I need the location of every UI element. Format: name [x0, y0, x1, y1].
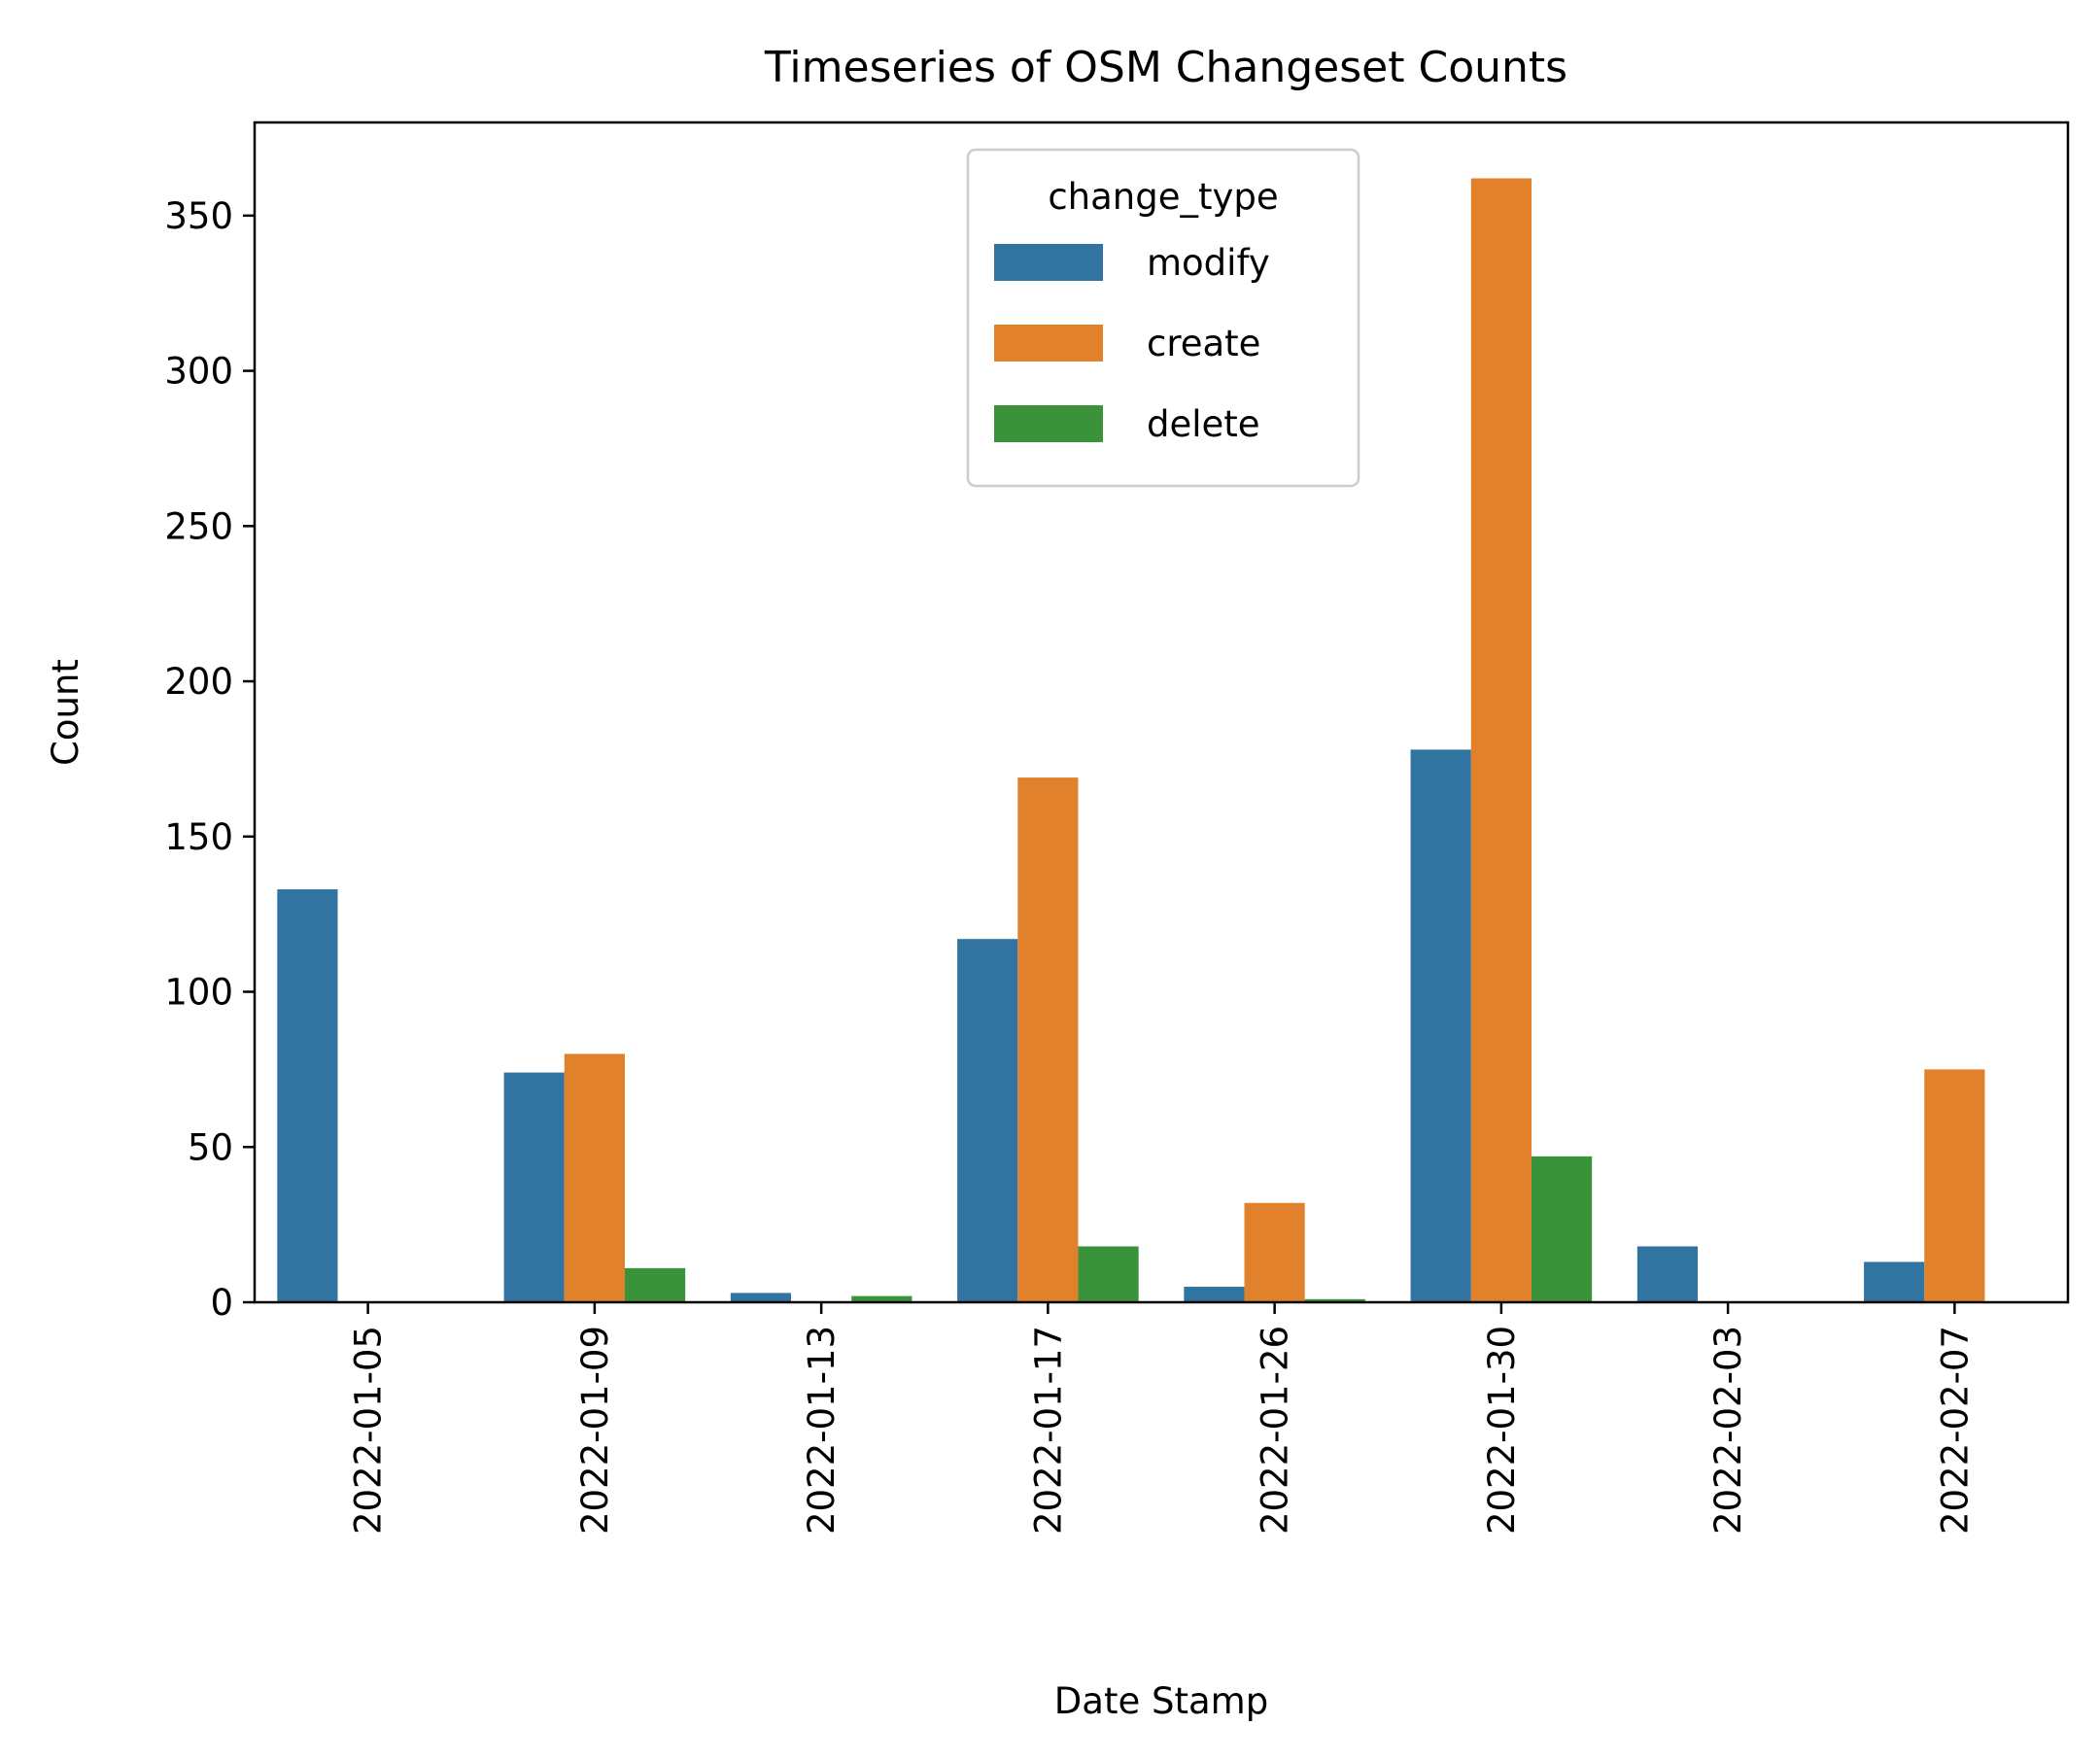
y-tick-label: 50 [188, 1126, 233, 1168]
bar-delete-2022-01-13 [851, 1295, 912, 1302]
x-tick-label: 2022-01-26 [1255, 1326, 1296, 1535]
bar-modify-2022-01-26 [1184, 1287, 1245, 1302]
bar-modify-2022-02-03 [1636, 1246, 1699, 1302]
legend-title: change_type [1048, 176, 1278, 218]
x-tick-label: 2022-02-07 [1934, 1326, 1976, 1535]
legend: change_type modify create delete [966, 148, 1360, 488]
bar-modify-2022-01-09 [503, 1072, 565, 1302]
y-axis: 0 50 100 150 200 250 300 350 [164, 195, 255, 1324]
y-tick-label: 250 [164, 505, 233, 547]
x-axis: 2022-01-05 2022-01-09 2022-01-13 2022-01-17… [348, 1302, 1976, 1535]
bar-delete-2022-01-30 [1531, 1156, 1593, 1302]
legend-swatch-create [994, 325, 1103, 362]
y-tick-label: 150 [164, 816, 233, 858]
bar-create-2022-02-07 [1924, 1069, 1985, 1302]
chart-title: Timeseries of OSM Changeset Counts [764, 43, 1567, 92]
x-axis-label: Date Stamp [1054, 1680, 1268, 1722]
bar-create-2022-01-30 [1470, 178, 1532, 1302]
legend-frame [966, 148, 1360, 488]
y-axis-label: Count [45, 659, 86, 766]
bar-create-2022-01-09 [564, 1053, 625, 1302]
bar-create-2022-01-26 [1244, 1202, 1305, 1302]
legend-swatch-modify [994, 244, 1103, 281]
legend-label-create: create [1147, 323, 1260, 364]
bar-modify-2022-01-13 [730, 1293, 792, 1302]
bar-modify-2022-01-17 [957, 939, 1018, 1302]
plot-frame [253, 121, 2070, 1304]
x-tick-label: 2022-02-03 [1707, 1326, 1749, 1535]
legend-swatch-delete [994, 405, 1103, 442]
bar-modify-2022-01-30 [1410, 749, 1471, 1302]
bar-create-2022-01-17 [1017, 777, 1079, 1302]
bar-delete-2022-01-09 [624, 1267, 686, 1302]
legend-label-delete: delete [1147, 403, 1260, 445]
bar-delete-2022-01-26 [1304, 1298, 1365, 1302]
bar-modify-2022-02-07 [1864, 1261, 1925, 1302]
bar-modify-2022-01-05 [277, 889, 338, 1302]
x-tick-label: 2022-01-17 [1027, 1326, 1069, 1535]
y-tick-label: 0 [210, 1282, 233, 1324]
x-tick-label: 2022-01-05 [348, 1326, 390, 1535]
x-tick-label: 2022-01-30 [1481, 1326, 1523, 1535]
y-tick-label: 350 [164, 195, 233, 237]
y-tick-label: 200 [164, 661, 233, 703]
y-tick-label: 300 [164, 351, 233, 393]
x-tick-label: 2022-01-13 [801, 1326, 843, 1535]
legend-label-modify: modify [1147, 242, 1270, 284]
x-tick-label: 2022-01-09 [574, 1326, 616, 1535]
bars-group [277, 178, 1985, 1302]
bar-delete-2022-01-17 [1078, 1246, 1139, 1302]
y-tick-label: 100 [164, 972, 233, 1014]
